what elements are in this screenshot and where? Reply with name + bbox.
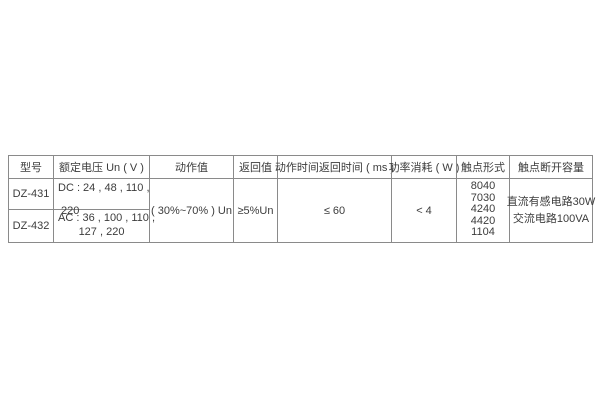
header-breaking-capacity: 触点断开容量: [509, 156, 592, 179]
cell-model-dz431: DZ-431: [9, 179, 53, 210]
contact-form-item: 1104: [471, 226, 495, 239]
contact-form-item: 4420: [470, 214, 496, 227]
spec-table: 型号 额定电压 Un ( V ) 动作值 返回值 动作时间返回时间 ( ms )…: [8, 155, 595, 243]
header-model: 型号: [9, 156, 53, 179]
cell-model-dz432: DZ-432: [12, 220, 50, 232]
contact-form-item: 4240: [470, 203, 496, 216]
contact-form-item: 7030: [470, 191, 496, 204]
header-contact-form: 触点形式: [456, 156, 509, 179]
cell-action-value: ( 30%~70% ) Un: [149, 179, 233, 242]
cell-contact-forms: 8040 7030 4240 4420 1104: [456, 179, 509, 242]
cell-breaking-capacity: 直流有感电路30W 交流电路100VA: [507, 179, 595, 242]
header-action-value: 动作值: [149, 156, 233, 179]
voltage-ac-line1: AC : 36 , 100 , 110 ,: [58, 212, 156, 224]
cell-action-return-time: ≤ 60: [277, 179, 391, 242]
header-return-value: 返回值: [233, 156, 277, 179]
cell-return-value: ≥5%Un: [233, 179, 277, 242]
header-rated-voltage: 额定电压 Un ( V ): [53, 156, 149, 179]
header-action-return-time: 动作时间返回时间 ( ms ): [275, 156, 394, 179]
cell-voltage-ac: AC : 36 , 100 , 110 , 127 , 220: [53, 210, 155, 242]
breaking-capacity-ac: 交流电路100VA: [512, 212, 590, 225]
voltage-dc-line1: DC : 24 , 48 , 110 ,: [58, 182, 150, 194]
header-power-consumption: 功率消耗 ( W ): [389, 156, 459, 179]
contact-form-list: 8040 7030 4240 4420 1104: [457, 179, 509, 239]
breaking-capacity-dc: 直流有感电路30W: [506, 195, 596, 208]
cell-voltage-dc: DC : 24 , 48 , 110 , 220: [53, 179, 150, 217]
cell-power-consumption: < 4: [391, 179, 456, 242]
voltage-ac-line2: 127 , 220: [78, 226, 125, 238]
contact-form-item: 8040: [470, 180, 496, 192]
voltage-dc-line2-overflow: 220: [61, 205, 80, 217]
